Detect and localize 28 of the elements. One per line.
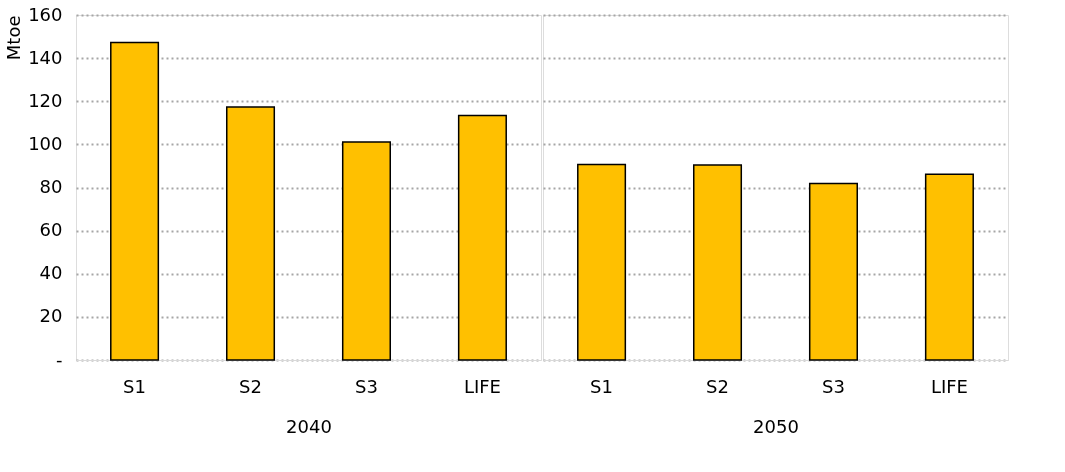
x-tick-label: S3 bbox=[355, 375, 378, 397]
bar bbox=[577, 163, 627, 361]
bar bbox=[341, 141, 391, 361]
y-axis-title: Mtoe bbox=[3, 15, 25, 61]
x-tick-label: S1 bbox=[590, 375, 614, 397]
x-tick-label: S3 bbox=[822, 375, 845, 397]
bar bbox=[457, 114, 507, 361]
y-tick-label: 60 bbox=[39, 219, 63, 241]
x-tick-label: LIFE bbox=[930, 375, 968, 397]
y-tick-label: 40 bbox=[39, 262, 63, 284]
y-tick-label: 120 bbox=[28, 89, 63, 111]
y-tick-label: 160 bbox=[28, 3, 63, 25]
x-axis-title: 2050 bbox=[753, 415, 799, 437]
x-tick-label: S2 bbox=[706, 375, 729, 397]
bar bbox=[226, 106, 276, 361]
bar bbox=[924, 173, 974, 361]
y-tick-label: 20 bbox=[39, 305, 63, 327]
x-tick-label: S1 bbox=[123, 375, 147, 397]
bar bbox=[110, 41, 160, 361]
y-tick-label: - bbox=[56, 348, 63, 370]
y-tick-label: 80 bbox=[39, 176, 63, 197]
bar bbox=[808, 182, 858, 361]
x-tick-label: LIFE bbox=[463, 375, 501, 397]
x-tick-label: S2 bbox=[239, 375, 262, 397]
bar bbox=[693, 164, 743, 361]
y-tick-label: 140 bbox=[28, 46, 63, 68]
y-tick-label: 100 bbox=[28, 132, 63, 154]
x-axis-title: 2040 bbox=[286, 415, 332, 437]
